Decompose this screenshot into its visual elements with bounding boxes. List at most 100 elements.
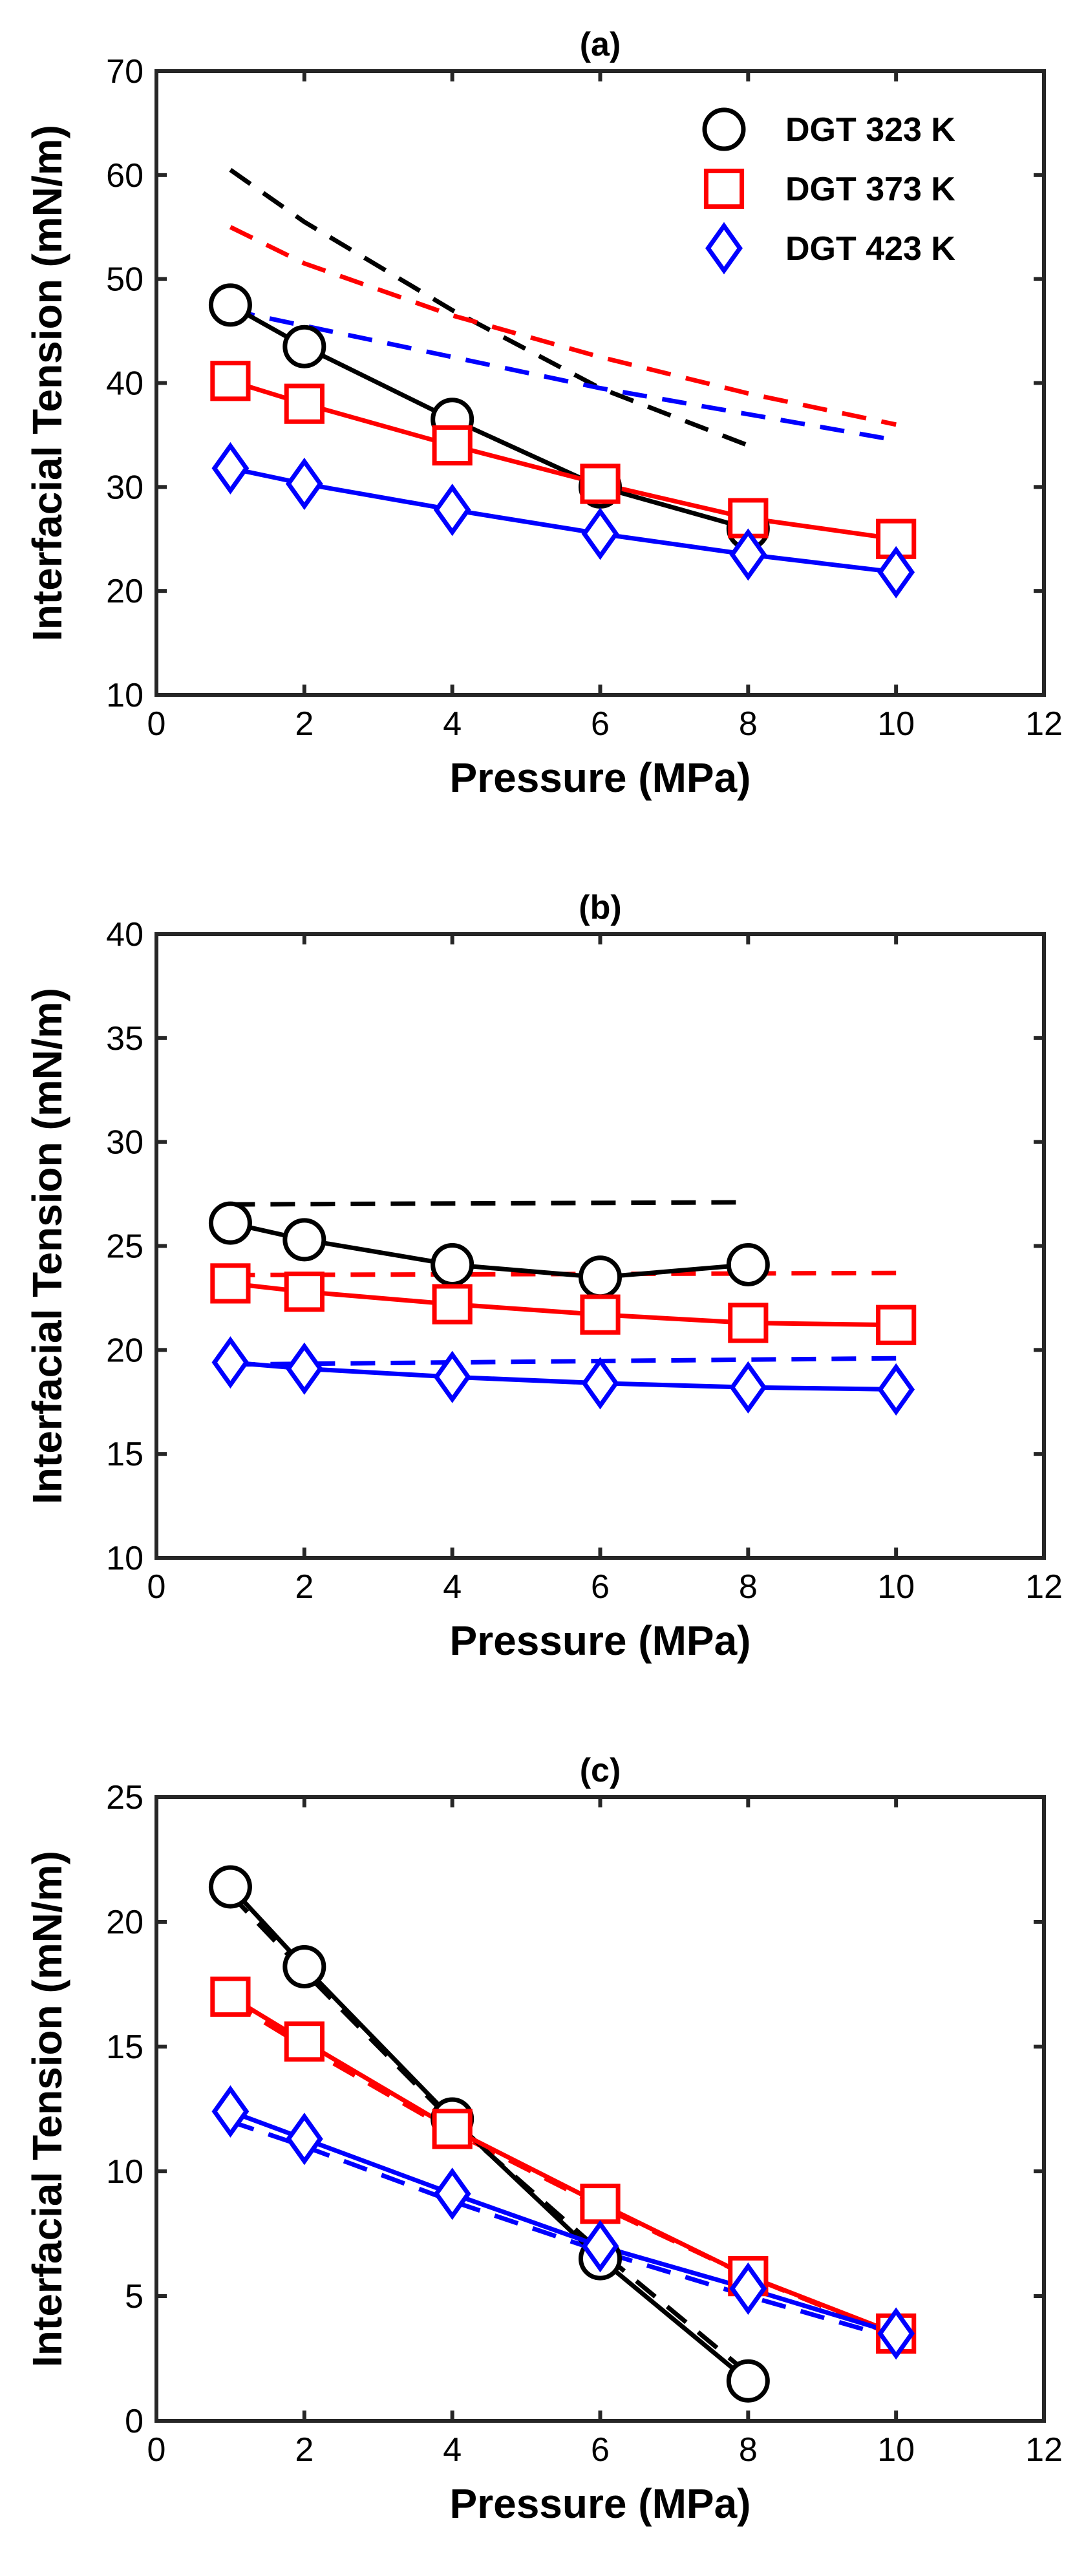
legend-marker-diamond xyxy=(705,222,743,275)
x-tick-label: 10 xyxy=(877,705,915,743)
legend-label: DGT 373 K xyxy=(785,171,955,208)
data-point-dgt-423-k xyxy=(729,528,767,581)
x-tick-label: 8 xyxy=(739,2431,758,2469)
data-point-dgt-373-k xyxy=(580,463,621,504)
y-tick-label: 50 xyxy=(106,261,144,299)
y-tick-label: 10 xyxy=(106,1540,144,1577)
legend: DGT 323 K DGT 373 K DGT 423 K xyxy=(702,107,955,275)
series-line-373-k-model xyxy=(229,225,897,427)
x-tick-label: 8 xyxy=(739,705,758,743)
x-tick-label: 0 xyxy=(147,1568,166,1606)
x-tick-label: 8 xyxy=(739,1568,758,1606)
series-line-423-k-model xyxy=(230,1356,897,1367)
x-tick-label: 0 xyxy=(147,705,166,743)
series-line-323-k-model xyxy=(229,167,749,448)
data-point-dgt-423-k xyxy=(285,2113,323,2166)
x-tick-label: 4 xyxy=(443,1568,462,1606)
data-point-dgt-373-k xyxy=(580,1294,621,1335)
data-point-dgt-423-k xyxy=(877,2307,915,2360)
plot-area xyxy=(156,71,1044,695)
x-tick-label: 6 xyxy=(591,1568,610,1606)
legend-label: DGT 423 K xyxy=(785,230,955,268)
panel-b: 0 2 4 6 8 10 12 10 15 20 25 30 35 40 (b) Pressure (MPa)… xyxy=(24,889,1063,1664)
x-tick-label: 2 xyxy=(295,1568,314,1606)
panel-c: 0 2 4 6 8 10 12 0 5 10 15 20 25 (c) Pressure (MPa) Inte… xyxy=(24,1752,1063,2527)
data-point-dgt-423-k xyxy=(211,1336,250,1389)
data-point-dgt-423-k xyxy=(211,442,250,495)
data-point-dgt-323-k xyxy=(726,2359,770,2403)
y-tick-label: 70 xyxy=(106,53,144,90)
x-axis-label: Pressure (MPa) xyxy=(450,754,751,801)
y-tick-label: 25 xyxy=(106,1228,144,1266)
legend-label: DGT 323 K xyxy=(785,111,955,149)
x-tick-label: 4 xyxy=(443,705,462,743)
data-series xyxy=(208,167,917,599)
x-tick-label: 10 xyxy=(877,1568,915,1606)
data-point-dgt-373-k xyxy=(210,1263,251,1304)
panel-title: (a) xyxy=(580,26,621,63)
data-point-dgt-323-k xyxy=(208,283,252,327)
data-point-dgt-323-k xyxy=(431,1242,474,1286)
data-point-dgt-423-k xyxy=(285,1342,323,1395)
y-tick-label: 30 xyxy=(106,469,144,506)
panel-title: (b) xyxy=(579,889,621,926)
data-point-dgt-423-k xyxy=(433,2167,471,2220)
y-tick-label: 40 xyxy=(106,365,144,403)
data-point-dgt-423-k xyxy=(433,484,471,537)
series-line-323-k-model xyxy=(228,1893,750,2376)
x-tick-label: 6 xyxy=(591,2431,610,2469)
data-point-dgt-323-k xyxy=(579,1255,622,1299)
y-tick-label: 20 xyxy=(106,573,144,610)
y-tick-label: 10 xyxy=(106,677,144,714)
y-tick-label: 20 xyxy=(106,1332,144,1369)
y-tick-label: 60 xyxy=(106,157,144,195)
x-tick-label: 2 xyxy=(295,705,314,743)
y-tick-label: 10 xyxy=(106,2153,144,2191)
data-point-dgt-373-k xyxy=(210,1976,251,2017)
y-tick-label: 40 xyxy=(106,916,144,953)
data-series xyxy=(208,1200,917,1416)
y-tick-label: 20 xyxy=(106,1904,144,1941)
legend-marker-square xyxy=(703,168,745,209)
data-point-dgt-373-k xyxy=(284,1272,325,1312)
y-tick-label: 25 xyxy=(106,1779,144,1816)
data-point-dgt-373-k xyxy=(284,383,325,424)
x-axis-label: Pressure (MPa) xyxy=(450,1617,751,1664)
data-point-dgt-423-k xyxy=(581,1357,619,1410)
y-axis-label: Interfacial Tension (mN/m) xyxy=(24,125,70,641)
data-point-dgt-423-k xyxy=(729,1361,767,1414)
data-point-dgt-323-k xyxy=(208,1201,252,1245)
data-point-dgt-373-k xyxy=(580,2184,621,2224)
data-point-dgt-323-k xyxy=(208,1865,252,1909)
x-tick-label: 2 xyxy=(295,2431,314,2469)
y-tick-label: 15 xyxy=(106,1436,144,1473)
y-axis-label: Interfacial Tension (mN/m) xyxy=(24,1851,70,2367)
data-point-dgt-373-k xyxy=(728,1303,769,1343)
x-tick-label: 12 xyxy=(1025,2431,1063,2469)
x-tick-label: 12 xyxy=(1025,705,1063,743)
y-tick-label: 5 xyxy=(125,2278,144,2315)
legend-marker-circle xyxy=(702,107,746,151)
data-point-dgt-323-k xyxy=(282,1218,326,1262)
data-point-dgt-423-k xyxy=(877,546,915,599)
data-point-dgt-373-k xyxy=(210,361,251,401)
series-line-423-k-model xyxy=(229,308,897,443)
y-tick-label: 30 xyxy=(106,1124,144,1162)
y-axis-label: Interfacial Tension (mN/m) xyxy=(24,988,70,1504)
x-tick-label: 10 xyxy=(877,2431,915,2469)
data-point-dgt-323-k xyxy=(282,1944,326,1988)
x-tick-label: 4 xyxy=(443,2431,462,2469)
series-line-323-k-model xyxy=(230,1200,749,1207)
data-point-dgt-423-k xyxy=(581,507,619,560)
y-tick-label: 0 xyxy=(125,2403,144,2440)
x-tick-label: 12 xyxy=(1025,1568,1063,1606)
data-point-dgt-323-k xyxy=(282,325,326,368)
data-point-dgt-373-k xyxy=(876,1304,917,1345)
data-point-dgt-423-k xyxy=(729,2262,767,2315)
x-tick-label: 0 xyxy=(147,2431,166,2469)
data-point-dgt-373-k xyxy=(284,2021,325,2062)
panel-a: 0 2 4 6 8 10 12 10 20 30 40 50 60 70 (a) Pressure (MPa)… xyxy=(24,26,1063,801)
data-point-dgt-373-k xyxy=(432,2109,473,2149)
data-point-dgt-423-k xyxy=(581,2220,619,2273)
